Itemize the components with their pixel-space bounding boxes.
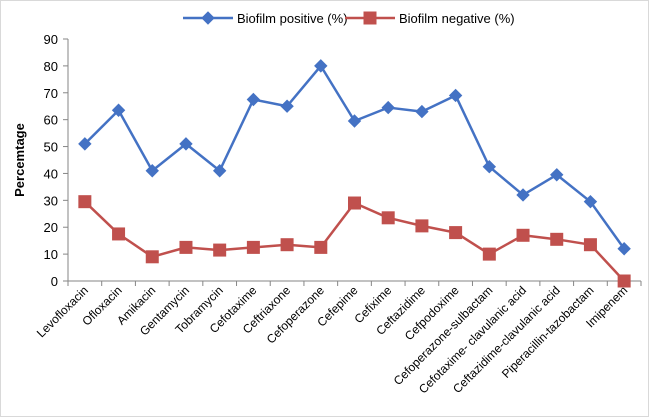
legend: Biofilm positive (%) Biofilm negative (%) <box>183 11 515 26</box>
y-tick-label: 70 <box>44 86 58 101</box>
legend-entry-2: Biofilm negative (%) <box>345 11 515 26</box>
data-point <box>111 103 126 117</box>
data-point <box>583 194 598 209</box>
x-tick-label: Levofloxacin <box>34 283 91 340</box>
series <box>78 59 631 288</box>
legend-label: Biofilm positive (%) <box>237 11 348 26</box>
axes <box>63 38 642 286</box>
legend-entry-1: Biofilm positive (%) <box>183 11 348 26</box>
data-point <box>280 99 294 113</box>
series-1 <box>78 59 631 256</box>
data-point <box>381 100 395 115</box>
data-point <box>145 250 159 264</box>
y-tick-labels: 0 10 20 30 40 50 60 70 80 90 <box>44 32 58 289</box>
series-line <box>83 200 626 282</box>
data-point <box>212 164 227 178</box>
data-point <box>449 226 463 240</box>
y-tick-label: 0 <box>51 274 58 289</box>
data-point <box>516 188 530 202</box>
legend-marker <box>363 11 377 25</box>
data-point <box>415 104 429 119</box>
data-point <box>246 92 261 107</box>
data-point <box>78 195 92 209</box>
y-axis-label: Percemtage <box>12 123 27 197</box>
y-tick-label: 20 <box>44 220 58 235</box>
x-tick-labels: LevofloxacinOfloxacinAmikacinGentamycinT… <box>34 283 630 396</box>
y-tick-label: 50 <box>44 140 58 155</box>
data-point <box>482 160 497 174</box>
data-point <box>314 59 328 73</box>
data-point <box>78 137 92 151</box>
data-point <box>179 240 193 254</box>
y-tick-label: 90 <box>44 32 58 47</box>
data-point <box>482 247 496 261</box>
data-point <box>348 196 361 210</box>
y-tick-label: 80 <box>44 59 58 74</box>
y-tick-label: 30 <box>44 193 58 208</box>
series-line <box>83 64 626 250</box>
data-point <box>617 274 631 288</box>
data-point <box>145 164 159 178</box>
data-point <box>179 137 193 151</box>
data-point <box>448 88 463 103</box>
data-point <box>347 114 362 128</box>
data-point <box>280 238 294 252</box>
legend-label: Biofilm negative (%) <box>399 11 515 26</box>
data-point <box>617 242 631 256</box>
legend-marker <box>201 11 215 25</box>
data-point <box>213 243 227 257</box>
data-point <box>112 227 126 241</box>
data-point <box>415 219 429 233</box>
data-point <box>516 228 530 242</box>
series-2 <box>78 195 631 288</box>
data-point <box>550 232 564 246</box>
data-point <box>314 240 328 254</box>
data-point <box>550 168 564 182</box>
data-point <box>583 238 597 252</box>
y-tick-label: 10 <box>44 247 58 262</box>
data-point <box>381 211 395 225</box>
y-tick-label: 40 <box>44 166 58 181</box>
data-point <box>246 240 260 254</box>
y-tick-label: 60 <box>44 113 58 128</box>
